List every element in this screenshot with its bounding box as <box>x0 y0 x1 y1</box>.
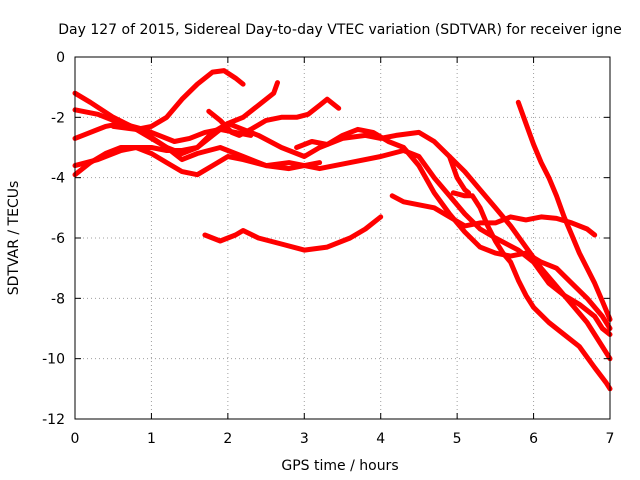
y-axis-label: SDTVAR / TECUs <box>6 181 22 296</box>
series-layer <box>72 68 613 392</box>
y-tick-label: -6 <box>51 231 65 247</box>
y-tick-label: -12 <box>42 412 65 428</box>
x-tick-label: 3 <box>300 431 309 447</box>
series-s7 <box>206 96 342 138</box>
x-tick-label: 2 <box>223 431 232 447</box>
x-tick-label: 6 <box>529 431 538 447</box>
series-s12 <box>515 99 613 322</box>
series-s2 <box>72 107 254 144</box>
series-s3 <box>72 68 246 141</box>
axis-ticks <box>74 56 611 420</box>
x-tick-label: 5 <box>453 431 462 447</box>
y-tick-label: 0 <box>56 50 65 66</box>
series-s6 <box>110 80 280 156</box>
series-s1 <box>72 90 323 172</box>
x-tick-label: 7 <box>606 431 615 447</box>
x-tick-labels: 0 1 2 3 4 5 6 7 <box>71 431 615 447</box>
x-tick-label: 4 <box>376 431 385 447</box>
series-s4 <box>72 145 613 337</box>
series-s13 <box>447 154 472 196</box>
series-s8 <box>202 214 384 253</box>
y-tick-label: -8 <box>51 291 65 307</box>
x-axis-label: GPS time / hours <box>281 458 398 474</box>
x-tick-label: 1 <box>147 431 156 447</box>
y-tick-label: -4 <box>51 171 65 187</box>
y-tick-label: -2 <box>51 110 65 126</box>
series-s11 <box>450 190 613 392</box>
grid <box>75 57 610 419</box>
x-tick-label: 0 <box>71 431 80 447</box>
y-tick-label: -10 <box>42 352 65 368</box>
chart-title: Day 127 of 2015, Sidereal Day-to-day VTE… <box>58 22 621 38</box>
y-tick-labels: 0 -2 -4 -6 -8 -10 -12 <box>42 50 65 428</box>
